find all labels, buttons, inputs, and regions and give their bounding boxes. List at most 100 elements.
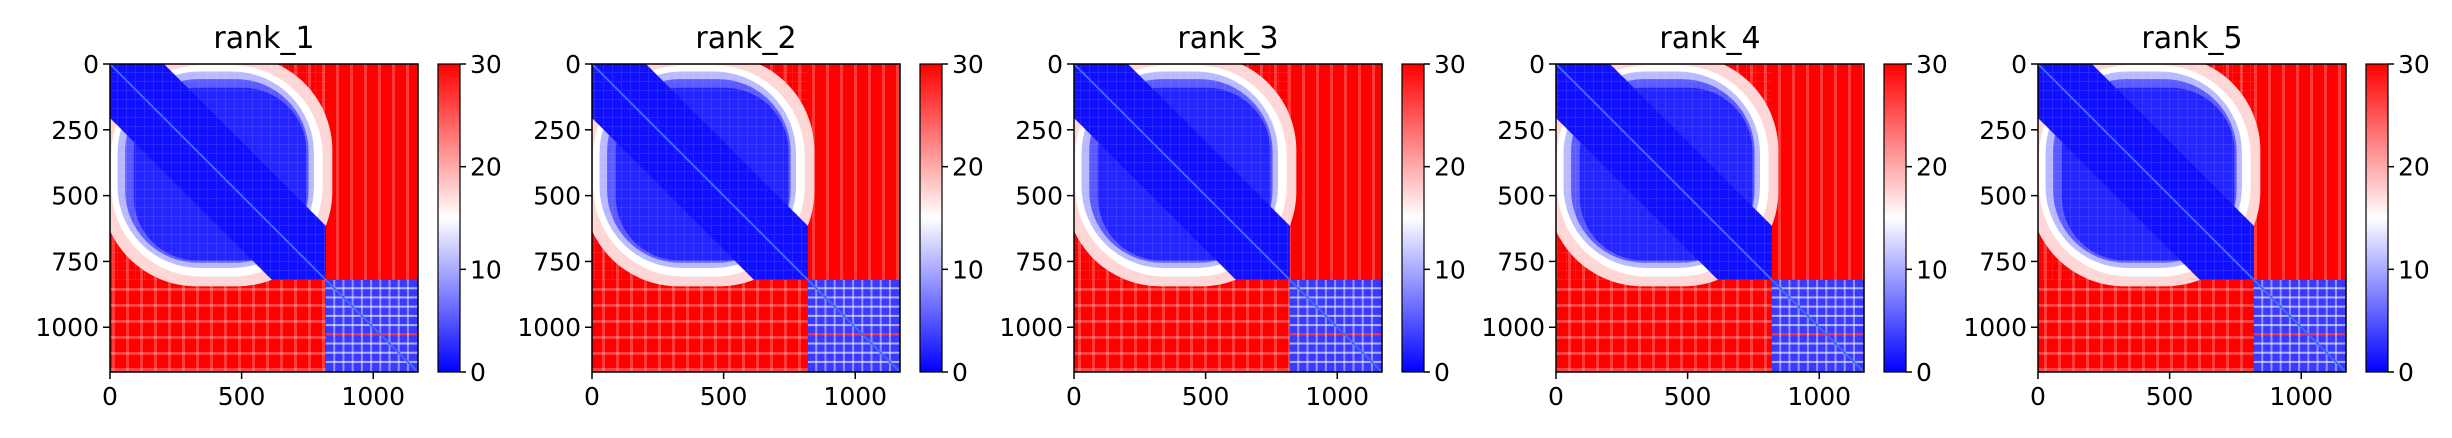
y-tick-label: 0: [1047, 50, 1063, 79]
colorbar-tick-label: 20: [1434, 153, 1466, 182]
block-2-stripe: [342, 279, 345, 372]
colorbar-tick-label: 20: [2398, 153, 2430, 182]
axes-frame: [2037, 63, 2347, 373]
block-2-stripe: [1771, 305, 1864, 308]
block-2-stripe: [2253, 342, 2346, 345]
block-2-stripe: [333, 279, 336, 372]
block-2-stripe: [351, 279, 354, 372]
colorbar: [2365, 63, 2389, 373]
x-tick-label: 1000: [1305, 382, 1369, 411]
heatmap-panel: rank_5 0 500 1000 0 250 500 750 1000 0 10 20 30: [1963, 21, 2430, 411]
block-2-stripe: [2253, 351, 2346, 354]
x-tick-label: 500: [700, 382, 748, 411]
block-2-stripe: [325, 351, 418, 354]
block-2-stripe: [1289, 360, 1382, 363]
x-tick-label: 0: [1548, 382, 1564, 411]
x-tick-label: 0: [102, 382, 118, 411]
block-2-stripe: [2288, 279, 2291, 372]
colorbar-tick-label: 20: [1916, 153, 1948, 182]
heatmap-image: [1074, 64, 1382, 372]
y-tick-label: 0: [2011, 50, 2027, 79]
colorbar-tick-label: 10: [1916, 255, 1948, 284]
colorbar-tick-label: 0: [1916, 358, 1932, 387]
main-diagonal: [2038, 64, 2346, 372]
block-2-stripe: [1289, 351, 1382, 354]
block-2-stripe: [2253, 287, 2346, 290]
block-2-stripe: [807, 351, 900, 354]
block-2-stripe: [1771, 351, 1864, 354]
block-2-stripe: [1806, 279, 1809, 372]
block-2-stripe: [379, 279, 382, 372]
axes-frame: [109, 63, 419, 373]
heatmap-image: [2038, 64, 2346, 372]
block-2-stripe: [1343, 279, 1346, 372]
y-tick-label: 1000: [999, 313, 1063, 342]
y-tick-label: 750: [1015, 247, 1063, 276]
block-2-stripe: [2253, 314, 2346, 317]
block-2-stripe: [325, 314, 418, 317]
y-tick-label: 1000: [1963, 313, 2027, 342]
y-tick-label: 750: [1497, 247, 1545, 276]
block-2-stripe: [807, 342, 900, 345]
main-diagonal: [1556, 64, 1864, 372]
x-tick-label: 500: [2146, 382, 2194, 411]
block-2-stripe: [888, 279, 891, 372]
block-2-stripe: [397, 279, 400, 372]
colorbar-tick-label: 10: [2398, 255, 2430, 284]
chart-title: rank_3: [1177, 21, 1278, 56]
colorbar-tick-label: 30: [2398, 50, 2430, 79]
block-2-stripe: [1788, 279, 1791, 372]
block-2-stripe: [2325, 279, 2328, 372]
x-tick-label: 1000: [341, 382, 405, 411]
block-2-stripe: [815, 279, 818, 372]
chart-title: rank_1: [213, 21, 314, 56]
colorbar-tick-label: 30: [470, 50, 502, 79]
block-2-stripe: [1834, 279, 1837, 372]
block-2-stripe: [879, 279, 882, 372]
off-block-bottom-left-stripes: [2038, 279, 2254, 372]
block-2-stripe: [2253, 333, 2346, 336]
block-2-stripe: [1771, 360, 1864, 363]
colorbar-tick-label: 20: [470, 153, 502, 182]
block-2-stripe: [1324, 279, 1327, 372]
off-block-bottom-left-stripes: [1074, 279, 1290, 372]
colorbar-tick-label: 0: [470, 358, 486, 387]
heatmap-panel: rank_4 0 500 1000 0 250 500 750 1000 0 10 20 30: [1481, 21, 1948, 411]
block-2-stripe: [1779, 279, 1782, 372]
block-2-stripe: [807, 305, 900, 308]
block-2-stripe: [870, 279, 873, 372]
y-tick-label: 0: [83, 50, 99, 79]
block-2-stripe: [406, 279, 409, 372]
block-2-stripe: [1306, 279, 1309, 372]
colorbar-tick-label: 0: [952, 358, 968, 387]
block-2-stripe: [861, 279, 864, 372]
colorbar-tick-label: 30: [1434, 50, 1466, 79]
colorbar: [919, 63, 943, 373]
axes-frame: [591, 63, 901, 373]
block-2-stripe: [325, 360, 418, 363]
block-2-stripe: [1289, 305, 1382, 308]
block-2-stripe: [1797, 279, 1800, 372]
x-tick-label: 500: [1182, 382, 1230, 411]
x-tick-label: 0: [1066, 382, 1082, 411]
block-2-stripe: [1771, 296, 1864, 299]
block-2-stripe: [1289, 333, 1382, 336]
block-2-stripe: [2253, 305, 2346, 308]
block-2-stripe: [807, 360, 900, 363]
block-2-stripe: [2307, 279, 2310, 372]
y-tick-label: 250: [1497, 116, 1545, 145]
block-2-stripe: [842, 279, 845, 372]
block-2-stripe: [1361, 279, 1364, 372]
chart-title: rank_4: [1659, 21, 1760, 56]
y-tick-label: 750: [51, 247, 99, 276]
y-tick-label: 500: [51, 182, 99, 211]
block-2-stripe: [1289, 342, 1382, 345]
heatmap-panel: rank_3 0 500 1000 0 250 500 750 1000 0 10 20 30: [999, 21, 1466, 411]
x-tick-label: 1000: [1787, 382, 1851, 411]
heatmap-panel: rank_1 0 500 1000 0 250 500 750 1000 0 10 20 30: [35, 21, 502, 411]
block-2-stripe: [325, 333, 418, 336]
heatmap-image: [1556, 64, 1864, 372]
block-2-stripe: [1771, 314, 1864, 317]
colorbar-tick-label: 20: [952, 153, 984, 182]
